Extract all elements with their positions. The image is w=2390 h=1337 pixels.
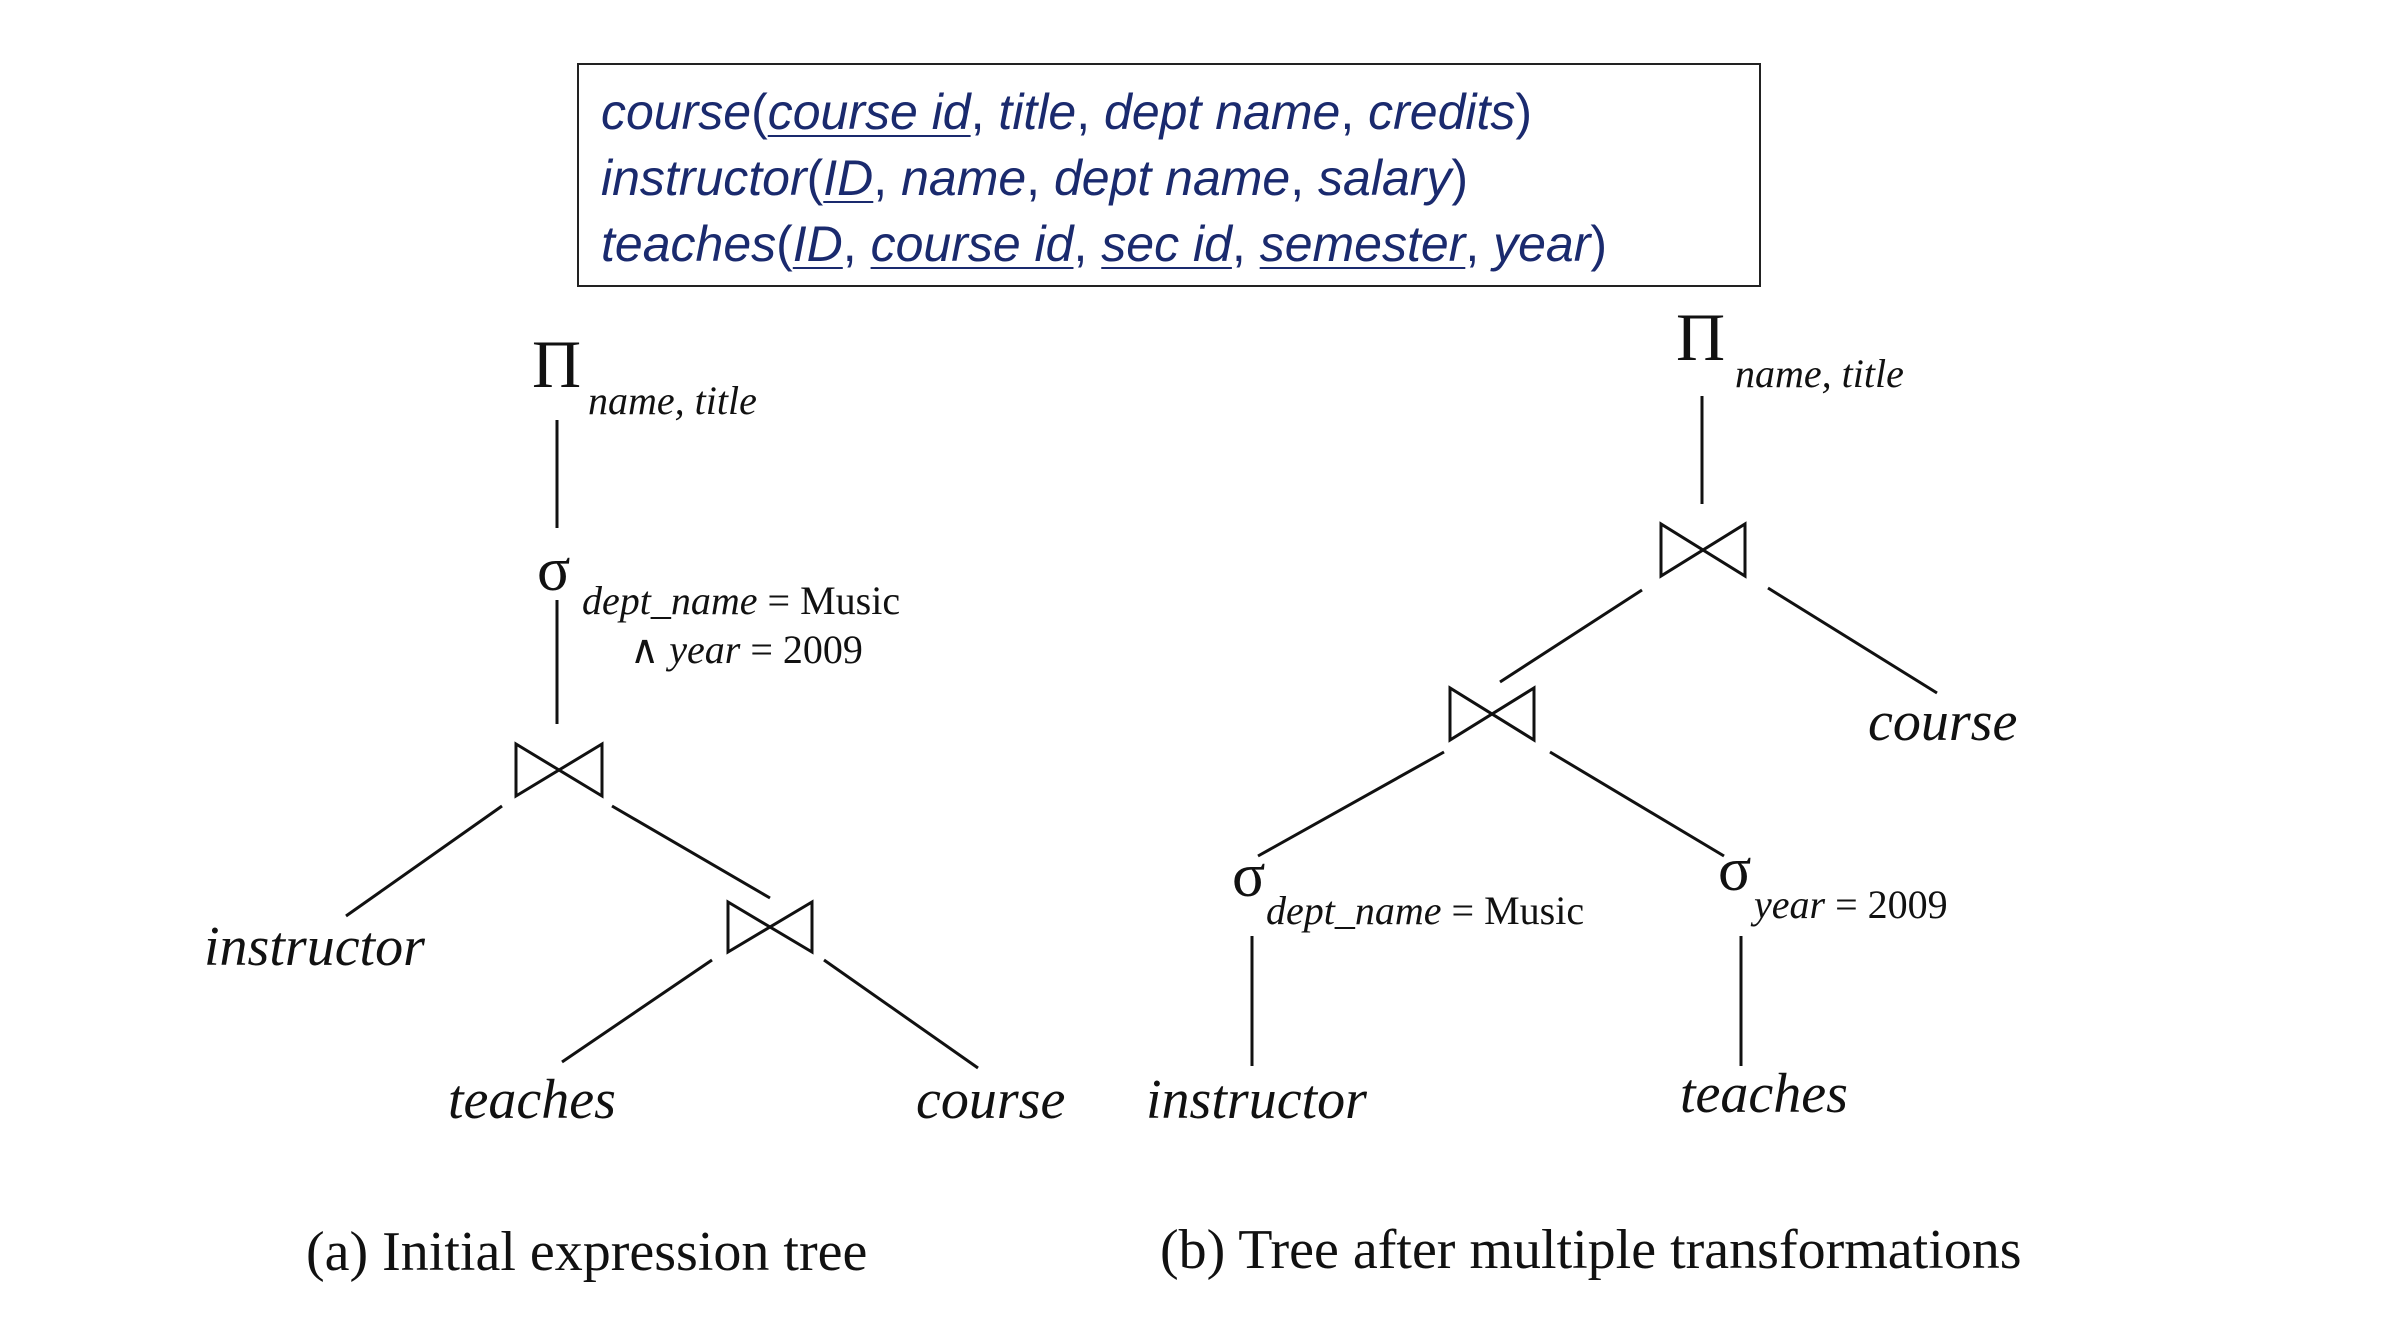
selection-and-a: ∧	[630, 627, 669, 672]
caption-b: (b) Tree after multiple transformations	[1160, 1219, 2022, 1281]
schema-box: course(course id, title, dept name, cred…	[577, 63, 1761, 287]
relation-name-teaches: teaches	[601, 216, 777, 272]
selection-attr-a: dept_name	[582, 578, 758, 623]
selection-icon-a: σ	[537, 536, 570, 604]
edge-a-join1-join2	[611, 804, 771, 900]
join-icon-b1	[1659, 521, 1747, 579]
selection-cond-a-line2: ∧ year = 2009	[630, 627, 863, 672]
relation-name-instructor: instructor	[601, 150, 807, 206]
edge-a-join2-course	[823, 958, 979, 1070]
attribute-instructor-1: name	[901, 150, 1027, 206]
attribute-teaches-4: year	[1493, 216, 1591, 272]
leaf-instructor-b: instructor	[1146, 1069, 1367, 1131]
selection-cond-a-line1: dept_name = Music	[582, 578, 900, 623]
relation-name-course: course	[601, 84, 752, 140]
attribute-teaches-3: semester	[1259, 216, 1466, 272]
projection-attrs-a: name, title	[588, 378, 757, 423]
schema-course: course(course id, title, dept name, cred…	[601, 84, 1533, 140]
attribute-instructor-2: dept name	[1053, 150, 1291, 206]
leaf-teaches-a: teaches	[448, 1069, 616, 1131]
join-icon-a1	[514, 741, 604, 799]
caption-a: (a) Initial expression tree	[306, 1221, 867, 1283]
tree-edges	[345, 396, 1938, 1070]
schema-teaches: teaches(ID, course id, sec id, semester,…	[601, 216, 1608, 272]
sel2-value-b: = 2009	[1825, 882, 1948, 927]
selection-icon-b2: σ	[1718, 836, 1751, 904]
edge-b-join2-sel1	[1257, 750, 1445, 858]
attribute-teaches-1: course id	[870, 216, 1074, 272]
attribute-course-0: course id	[767, 84, 971, 140]
attribute-teaches-2: sec id	[1101, 216, 1232, 272]
edge-b-join2-sel2	[1549, 750, 1725, 858]
attribute-course-1: title	[998, 84, 1077, 140]
schema-instructor: instructor(ID, name, dept name, salary)	[601, 150, 1469, 206]
selection-attr2-a: year	[665, 627, 741, 672]
attribute-instructor-0: ID	[823, 150, 874, 206]
selection-icon-b1: σ	[1232, 842, 1265, 910]
projection-icon-b: Π	[1676, 299, 1725, 375]
projection-icon-a: Π	[532, 326, 581, 402]
join-icon-b2	[1448, 685, 1536, 743]
edge-b-join1-join2	[1499, 588, 1643, 684]
join-nodes	[514, 521, 1747, 955]
leaf-instructor-a: instructor	[204, 916, 425, 978]
leaf-course-a: course	[916, 1069, 1065, 1131]
edge-a-join2-teaches	[561, 958, 713, 1064]
attribute-teaches-0: ID	[792, 216, 843, 272]
selection-value-a: = Music	[758, 578, 901, 623]
sel2-attr-b: year	[1750, 882, 1826, 927]
selection-cond-b1: dept_name = Music	[1266, 888, 1584, 933]
attribute-course-2: dept name	[1104, 84, 1341, 140]
join-icon-a2	[726, 899, 814, 955]
projection-attrs-b: name, title	[1735, 351, 1904, 396]
selection-cond-b2: year = 2009	[1750, 882, 1948, 927]
leaf-course-b: course	[1868, 691, 2017, 753]
attribute-course-3: credits	[1368, 84, 1516, 140]
leaf-teaches-b: teaches	[1680, 1063, 1848, 1125]
selection-value2-a: = 2009	[740, 627, 863, 672]
edge-b-join1-course	[1767, 586, 1938, 695]
sel1-value-b: = Music	[1442, 888, 1585, 933]
edge-a-join1-instructor	[345, 804, 503, 918]
attribute-instructor-3: salary	[1318, 150, 1452, 206]
sel1-attr-b: dept_name	[1266, 888, 1442, 933]
